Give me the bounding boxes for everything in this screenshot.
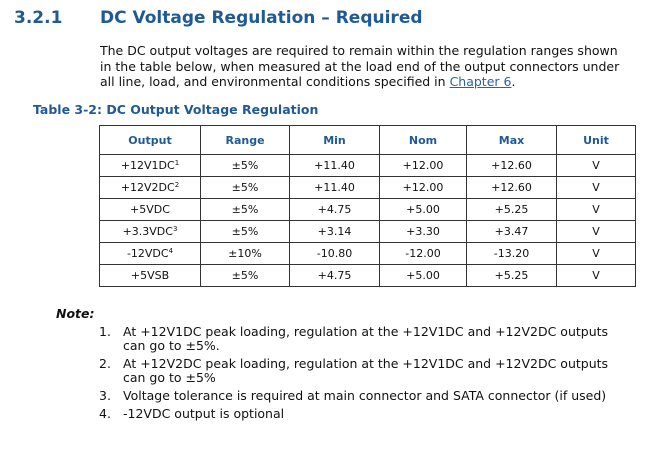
cell-range: ±5% [200,264,290,287]
cell-range: ±10% [200,242,290,265]
cell-output: +3.3VDC3 [99,220,201,243]
header-output: Output [99,125,201,155]
cell-unit: V [556,220,636,243]
note-number: 4. [99,406,111,421]
cell-output: +5VSB [99,264,201,287]
section-number: 3.2.1 [14,8,63,28]
header-unit: Unit [556,125,636,155]
note-label: Note: [56,306,95,321]
cell-range: ±5% [200,220,290,243]
table-row: -12VDC4 ±10% -10.80 -12.00 -13.20 V [99,242,636,265]
cell-min: +11.40 [289,176,380,199]
note-number: 3. [99,388,111,403]
cell-min: -10.80 [289,242,380,265]
cell-unit: V [556,154,636,177]
footnote-marker: 4 [168,247,174,255]
intro-paragraph: The DC output voltages are required to r… [100,43,630,90]
notes-list: 1. At +12V1DC peak loading, regulation at… [99,325,624,425]
cell-nom: +12.00 [379,154,467,177]
cell-max: +12.60 [466,176,557,199]
cell-min: +11.40 [289,154,380,177]
cell-max: +3.47 [466,220,557,243]
table-row: +5VDC ±5% +4.75 +5.00 +5.25 V [99,198,636,221]
cell-max: -13.20 [466,242,557,265]
note-item: 3. Voltage tolerance is required at main … [99,389,624,403]
note-text: At +12V1DC peak loading, regulation at t… [123,324,609,353]
note-item: 2. At +12V2DC peak loading, regulation at… [99,357,624,385]
header-range: Range [200,125,290,155]
cell-nom: +3.30 [379,220,467,243]
table-row: +12V1DC1 ±5% +11.40 +12.00 +12.60 V [99,154,636,177]
cell-nom: +12.00 [379,176,467,199]
table-row: +3.3VDC3 ±5% +3.14 +3.30 +3.47 V [99,220,636,243]
cell-nom: +5.00 [379,198,467,221]
intro-text: The DC output voltages are required to r… [100,43,620,89]
cell-output: +12V1DC1 [99,154,201,177]
chapter-6-link[interactable]: Chapter 6 [449,74,512,89]
note-item: 1. At +12V1DC peak loading, regulation at… [99,325,624,353]
cell-output: +5VDC [99,198,201,221]
cell-min: +3.14 [289,220,380,243]
cell-unit: V [556,264,636,287]
cell-unit: V [556,198,636,221]
intro-suffix: . [511,74,516,89]
table-row: +12V2DC2 ±5% +11.40 +12.00 +12.60 V [99,176,636,199]
cell-range: ±5% [200,154,290,177]
cell-output: -12VDC4 [99,242,201,265]
cell-range: ±5% [200,198,290,221]
section-title: DC Voltage Regulation – Required [100,8,423,28]
header-nom: Nom [379,125,467,155]
cell-min: +4.75 [289,198,380,221]
cell-output: +12V2DC2 [99,176,201,199]
cell-max: +5.25 [466,264,557,287]
table-row: +5VSB ±5% +4.75 +5.00 +5.25 V [99,264,636,287]
note-text: -12VDC output is optional [123,406,285,421]
cell-nom: +5.00 [379,264,467,287]
cell-unit: V [556,176,636,199]
cell-unit: V [556,242,636,265]
note-text: Voltage tolerance is required at main co… [123,388,607,403]
note-text: At +12V2DC peak loading, regulation at t… [123,356,609,385]
cell-nom: -12.00 [379,242,467,265]
voltage-regulation-table: Output Range Min Nom Max Unit +12V1DC1 ±… [99,125,636,287]
header-min: Min [289,125,380,155]
header-max: Max [466,125,557,155]
cell-max: +12.60 [466,154,557,177]
note-number: 2. [99,356,111,371]
table-caption: Table 3-2: DC Output Voltage Regulation [33,102,319,117]
note-item: 4. -12VDC output is optional [99,407,624,421]
footnote-marker: 2 [174,181,180,189]
table-header-row: Output Range Min Nom Max Unit [99,125,636,155]
footnote-marker: 1 [174,159,180,167]
cell-min: +4.75 [289,264,380,287]
cell-max: +5.25 [466,198,557,221]
cell-range: ±5% [200,176,290,199]
note-number: 1. [99,324,111,339]
footnote-marker: 3 [172,225,178,233]
